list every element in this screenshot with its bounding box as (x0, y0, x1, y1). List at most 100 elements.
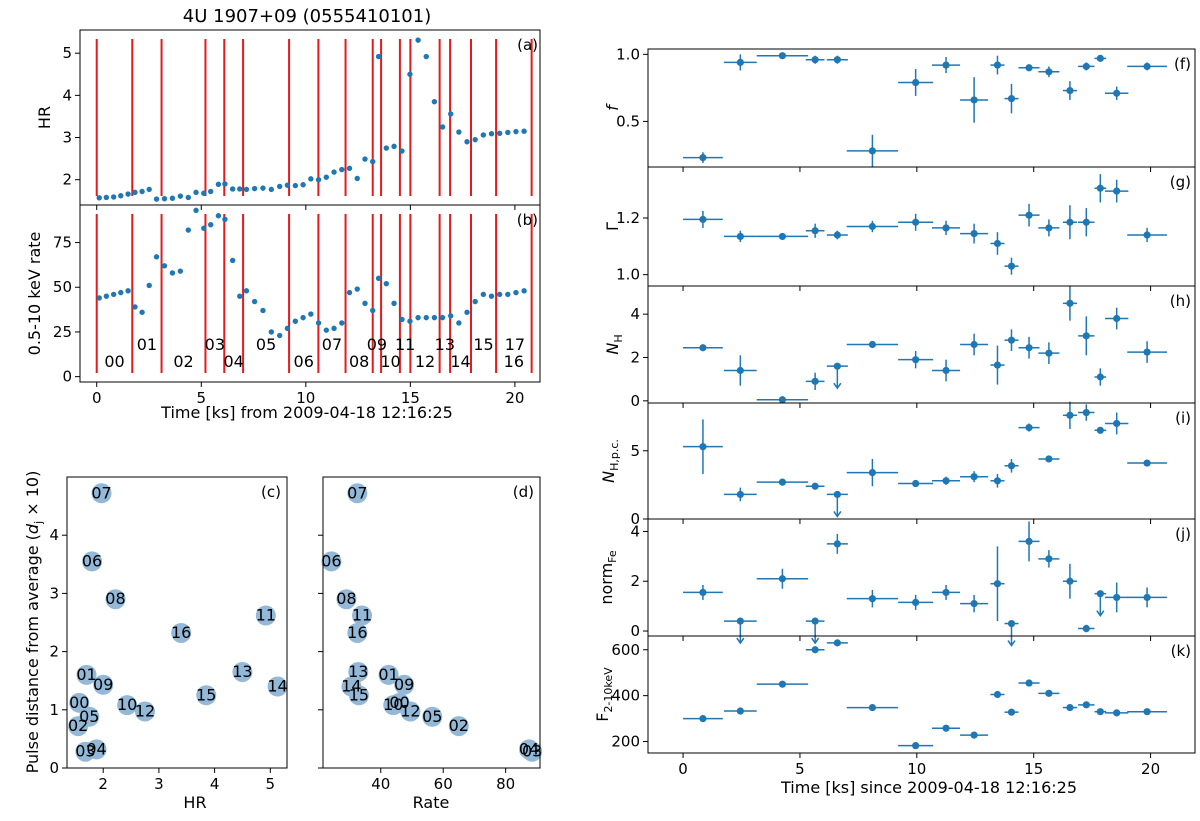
panel-a-point (103, 194, 110, 201)
panel-flux-point (868, 703, 877, 712)
segment-label: 04 (224, 352, 244, 371)
panel-f-point (1096, 54, 1104, 62)
panel-flux-point (1007, 708, 1016, 716)
panel-a-point (110, 194, 117, 200)
panel-b-point (215, 213, 222, 219)
panel-nhpc-point (942, 477, 950, 485)
panel-flux-point (1045, 689, 1053, 697)
panel-a-point (431, 98, 438, 105)
panel-nh-frame (647, 285, 1196, 404)
panel-b-point (505, 291, 511, 298)
panel-nhpc-y-tick-label: 0 (630, 510, 640, 528)
panel-flux-point (833, 639, 841, 647)
panel-nhpc-point (1143, 459, 1151, 467)
panel-a-y-tick-label: 4 (62, 86, 72, 104)
panel-b-point (488, 293, 495, 299)
panel-d-x-tick-label: 80 (496, 775, 515, 793)
panel-fe-point (942, 588, 950, 597)
panel-c-bubble (267, 676, 288, 697)
panel-flux-point (811, 646, 819, 654)
panel-d-bubble-label: 16 (347, 623, 367, 642)
panel-gamma-ylabel: Γ (603, 222, 622, 231)
panel-a-y-tick-label: 3 (62, 129, 72, 147)
panel-a-point (177, 193, 184, 199)
panel-f-ylabel: f (603, 103, 622, 111)
segment-label: 09 (367, 335, 387, 354)
panel-flux-point (1113, 709, 1121, 717)
panel-a-point (439, 124, 446, 130)
panel-c-bubble (255, 605, 276, 626)
panel-nhpc-point (736, 490, 744, 499)
segment-label: 12 (415, 352, 435, 371)
panel-fe-point (1113, 593, 1121, 602)
panel-flux-point (1066, 703, 1074, 712)
panel-d-bubble-label: 01 (378, 665, 398, 684)
panel-nhpc-point (778, 478, 787, 486)
panel-c-bubble-label: 14 (267, 677, 287, 696)
panel-nh-point (833, 362, 841, 370)
panel-a-point (464, 139, 470, 145)
panel-nhpc-point (1025, 423, 1033, 432)
panel-b-point (480, 291, 487, 298)
panel-nh-y-tick-label: 4 (630, 305, 640, 323)
panel-b-point (276, 332, 283, 339)
panel-b-point (448, 313, 454, 319)
panel-d-x-tick-label: 40 (371, 775, 390, 793)
panel-flux-label: (k) (1171, 642, 1191, 660)
panel-b-point (237, 293, 243, 299)
panel-b-point (284, 325, 291, 332)
panel-b-ylabel: 0.5-10 keV rate (25, 232, 44, 356)
segment-label: 13 (435, 335, 455, 354)
panel-c-bubble-label: 11 (256, 606, 276, 625)
panel-b-frame (79, 204, 541, 383)
segment-label: 02 (173, 352, 193, 371)
panel-a-point (146, 186, 152, 193)
ylabel-sub: 2-10keV (602, 667, 615, 713)
ylabel-text: HR (35, 106, 54, 129)
panel-gamma-point (912, 218, 920, 226)
panel-f-point (868, 147, 877, 155)
panel-gamma-point (1025, 211, 1033, 219)
panel-f-point (1066, 86, 1074, 95)
panel-a-y-tick-label: 2 (62, 171, 72, 189)
panel-b-point (415, 314, 421, 321)
panel-flux-point (942, 724, 950, 732)
panel-f-frame (647, 48, 1196, 168)
panel-c-bubble-label: 08 (105, 589, 125, 608)
panel-c-bubble-label: 13 (232, 662, 252, 681)
panel-c-bubble (134, 701, 155, 722)
axis-label-time-left: Time [ks] from 2009-04-18 12:16:25 (160, 403, 453, 422)
panel-nhpc-point (833, 490, 841, 499)
panel-a-y-tick-label: 5 (62, 44, 72, 62)
panel-f-point (1045, 68, 1053, 76)
panel-a-point (215, 181, 222, 188)
panel-a-point (201, 190, 207, 196)
panel-c-bubble-label: 00 (69, 693, 89, 712)
ylabel-sub: j (32, 521, 45, 525)
panel-flux-x-tick-label: 10 (907, 760, 926, 778)
panel-a-point (300, 182, 306, 188)
panel-flux-point (970, 731, 978, 739)
panel-c-y-tick-label: 3 (49, 584, 59, 602)
panel-flux-point (1143, 708, 1151, 716)
panel-nhpc-frame (647, 402, 1196, 520)
ylabel-sub: H,p.c. (608, 439, 621, 471)
panel-nhpc-point (1096, 426, 1104, 434)
panel-a-point (284, 182, 291, 188)
panel-fe-point (811, 617, 819, 625)
panel-gamma-point (811, 227, 819, 235)
panel-a-ylabel: HR (35, 106, 54, 129)
panel-flux-point (778, 680, 787, 688)
panel-a-point (480, 132, 487, 138)
panel-a-point (118, 193, 124, 199)
panel-f-y-tick-label: 1.0 (616, 45, 640, 63)
segment-label: 17 (505, 335, 525, 354)
axis-label-rate: Rate (413, 793, 450, 812)
segment-label: 08 (349, 352, 369, 371)
panel-a-point (132, 189, 138, 196)
segment-label: 11 (395, 335, 415, 354)
panel-gamma-point (778, 232, 787, 241)
panel-flux-x-tick-label: 20 (1141, 760, 1160, 778)
panel-nh-point (1025, 344, 1033, 352)
panel-d-bubble-label: 04 (519, 739, 539, 758)
